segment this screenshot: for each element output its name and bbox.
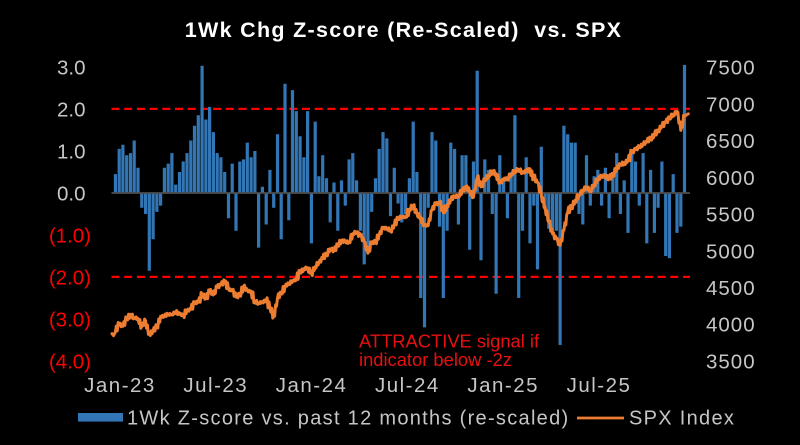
svg-text:5000: 5000 bbox=[706, 240, 756, 263]
svg-text:0.0: 0.0 bbox=[57, 183, 86, 206]
svg-text:Jan-25: Jan-25 bbox=[467, 374, 539, 397]
svg-text:1Wk Z-score vs. past 12 months: 1Wk Z-score vs. past 12 months (re-scale… bbox=[127, 408, 570, 430]
svg-text:indicator below -2z: indicator below -2z bbox=[359, 349, 512, 370]
svg-text:4500: 4500 bbox=[706, 277, 756, 300]
svg-text:(2.0): (2.0) bbox=[49, 267, 91, 290]
svg-text:1.0: 1.0 bbox=[57, 141, 86, 164]
svg-text:(3.0): (3.0) bbox=[49, 309, 91, 332]
svg-text:Jul-25: Jul-25 bbox=[567, 374, 632, 397]
svg-text:6500: 6500 bbox=[706, 130, 756, 153]
svg-text:3500: 3500 bbox=[706, 351, 756, 374]
svg-text:3.0: 3.0 bbox=[57, 57, 86, 80]
svg-text:7000: 7000 bbox=[706, 93, 756, 116]
svg-text:5500: 5500 bbox=[706, 204, 756, 227]
svg-text:Jul-23: Jul-23 bbox=[183, 374, 248, 397]
svg-text:SPX Index: SPX Index bbox=[629, 408, 735, 430]
svg-text:2.0: 2.0 bbox=[57, 99, 86, 122]
svg-text:Jan-23: Jan-23 bbox=[84, 374, 156, 397]
svg-text:(1.0): (1.0) bbox=[49, 225, 91, 248]
svg-text:Jul-24: Jul-24 bbox=[375, 374, 440, 397]
svg-text:(4.0): (4.0) bbox=[49, 351, 91, 374]
svg-text:ATTRACTIVE signal if: ATTRACTIVE signal if bbox=[359, 331, 540, 352]
svg-text:4000: 4000 bbox=[706, 314, 756, 337]
svg-text:Jan-24: Jan-24 bbox=[276, 374, 348, 397]
svg-text:6000: 6000 bbox=[706, 167, 756, 190]
svg-text:7500: 7500 bbox=[706, 57, 756, 80]
svg-text:1Wk Chg Z-score (Re-Scaled) v: 1Wk Chg Z-score (Re-Scaled) vs. SPX bbox=[185, 18, 623, 42]
